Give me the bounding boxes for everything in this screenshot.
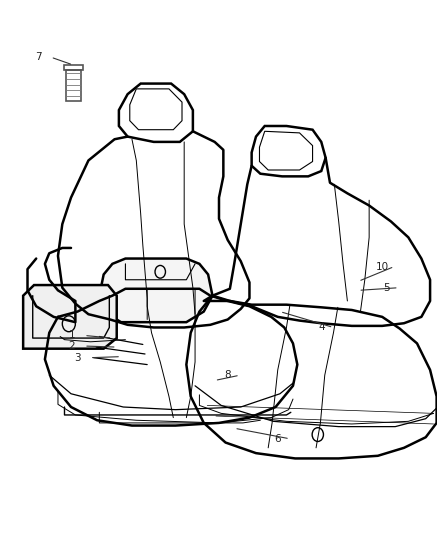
Text: 2: 2	[69, 341, 75, 351]
Text: 1: 1	[69, 330, 75, 341]
Text: 6: 6	[275, 434, 281, 444]
Text: 5: 5	[383, 282, 390, 293]
Text: 7: 7	[35, 52, 42, 62]
Text: 8: 8	[224, 370, 231, 380]
Text: 10: 10	[376, 262, 389, 271]
Text: 4: 4	[318, 322, 325, 333]
Text: 3: 3	[74, 353, 81, 362]
Polygon shape	[99, 259, 212, 322]
Polygon shape	[23, 285, 117, 349]
